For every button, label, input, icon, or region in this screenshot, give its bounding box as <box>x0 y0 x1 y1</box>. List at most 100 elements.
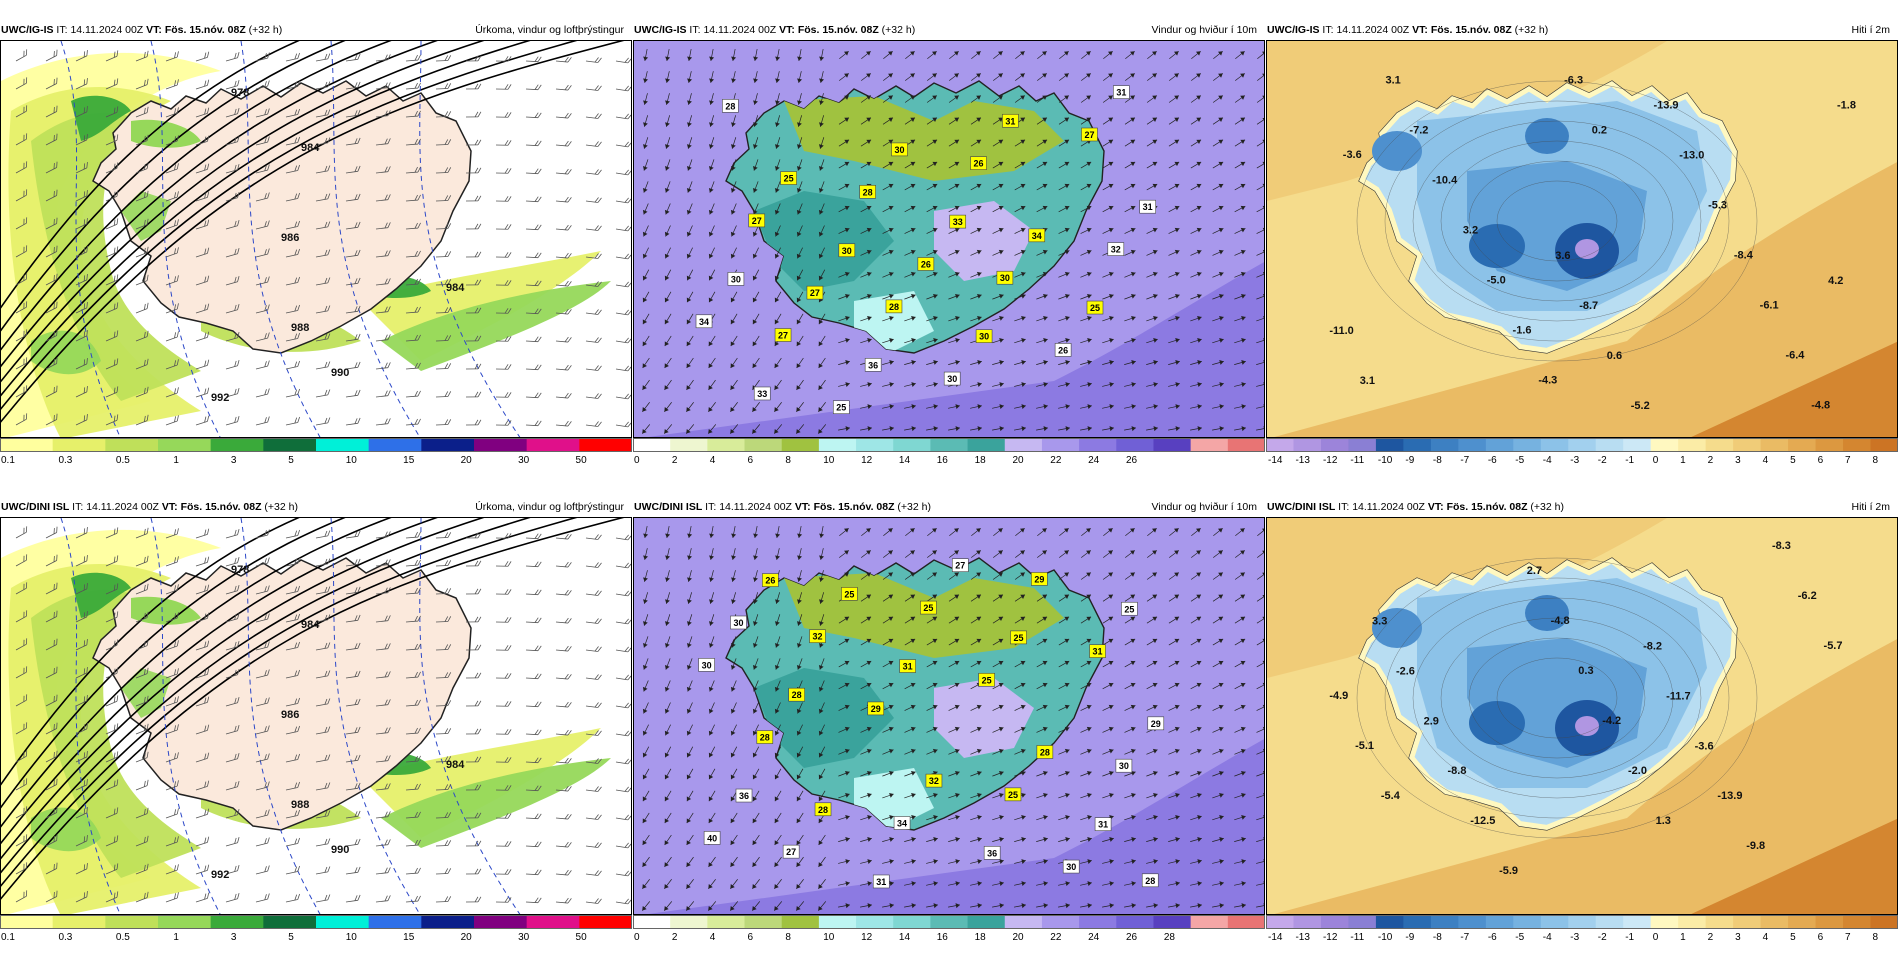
colorbar-tick: -5 <box>1515 455 1524 466</box>
colorbar-tick: 26 <box>1126 932 1138 943</box>
colorbar-tick: -13 <box>1295 932 1310 943</box>
colorbar-tick: -6 <box>1488 455 1497 466</box>
gust-badge: 30 <box>997 271 1013 284</box>
colorbar-tick: 5 <box>1790 455 1796 466</box>
gust-value: 34 <box>897 819 907 829</box>
colorbar-tick: 5 <box>288 455 294 466</box>
colorbar-tick: 2 <box>1708 932 1714 943</box>
gust-value: 25 <box>1014 633 1024 643</box>
gust-badge: 26 <box>1055 343 1071 356</box>
gust-value: 28 <box>889 302 899 312</box>
forecast-panel-dini-precip: UWC/DINI ISL IT: 14.11.2024 00Z VT: Fös.… <box>0 497 632 962</box>
colorbar-swatch <box>527 438 580 452</box>
gust-value: 30 <box>1066 862 1076 872</box>
gust-value: 25 <box>1008 790 1018 800</box>
init-time: 14.11.2024 00Z <box>70 24 143 36</box>
colorbar-tick: 26 <box>1126 455 1138 466</box>
colorbar-tick: 3 <box>231 932 237 943</box>
lead-time: (+32 h) <box>1515 24 1549 36</box>
colorbar-swatch <box>474 915 527 929</box>
gust-badge: 31 <box>1002 114 1018 127</box>
colorbar-tick: 8 <box>1873 932 1879 943</box>
gust-value: 33 <box>953 217 963 227</box>
colorbar-tick: 4 <box>710 932 716 943</box>
gust-value: 28 <box>818 805 828 815</box>
temp-label: -13.9 <box>1717 790 1742 802</box>
colorbar-tick: 20 <box>461 455 473 466</box>
temp-label: -5.0 <box>1487 275 1506 287</box>
init-time: 14.11.2024 00Z <box>1336 24 1409 36</box>
temp-label: -6.2 <box>1798 590 1817 602</box>
colorbar-swatch <box>1706 915 1734 929</box>
colorbar-tick: 10 <box>346 932 358 943</box>
gust-value: 29 <box>1151 719 1161 729</box>
it-label: IT: <box>1322 24 1333 36</box>
gust-value: 31 <box>903 662 913 672</box>
colorbar-tick: -4 <box>1543 455 1552 466</box>
gust-value: 28 <box>1145 876 1155 886</box>
gust-value: 25 <box>1124 604 1134 614</box>
panel-title: Úrkoma, vindur og loftþrýstingur <box>475 20 624 40</box>
temp-label: -11.0 <box>1329 325 1353 337</box>
gust-badge: 31 <box>900 660 916 673</box>
temp-label: 3.1 <box>1385 75 1400 87</box>
gust-value: 28 <box>863 187 873 197</box>
colorbar-swatch <box>1005 438 1043 452</box>
colorbar-tick: -11 <box>1350 455 1364 466</box>
gust-badge: 34 <box>1029 229 1045 242</box>
run-info: UWC/IG-IS IT: 14.11.2024 00Z VT: Fös. 15… <box>1 20 282 40</box>
panel-title: Vindur og hviður í 10m <box>1152 497 1257 517</box>
colorbar-swatch <box>1293 915 1321 929</box>
colorbar-tick: -9 <box>1405 932 1414 943</box>
colorbar-tick: 5 <box>1790 932 1796 943</box>
colorbar-tick: -7 <box>1460 455 1469 466</box>
temp-label: -2.6 <box>1396 665 1415 677</box>
gust-badge: 31 <box>1095 818 1111 831</box>
pressure-label: 986 <box>281 709 299 721</box>
colorbar-tick: -4 <box>1543 932 1552 943</box>
colorbar-swatch <box>263 915 316 929</box>
colorbar-swatch <box>527 915 580 929</box>
gust-value: 31 <box>1116 88 1126 98</box>
colorbar-swatch <box>263 438 316 452</box>
colorbar-swatch <box>1348 438 1376 452</box>
colorbar-swatch <box>0 915 53 929</box>
temp-label: -8.3 <box>1772 540 1791 552</box>
colorbar-tick: 3 <box>1735 455 1741 466</box>
temp-label: -7.2 <box>1409 125 1428 137</box>
model-name: UWC/IG-IS <box>634 24 687 36</box>
colorbar-swatch <box>1486 438 1514 452</box>
colorbar-swatch <box>316 438 369 452</box>
colorbar-swatch <box>1293 438 1321 452</box>
colorbar-swatch <box>105 915 158 929</box>
colorbar-tick: 8 <box>1873 455 1879 466</box>
colorbar-swatch <box>893 915 931 929</box>
colorbar-swatch <box>1376 438 1404 452</box>
temp-label: -4.2 <box>1602 715 1621 727</box>
temp-label: -8.7 <box>1579 300 1598 312</box>
temp-label: -4.8 <box>1811 399 1830 411</box>
gust-value: 29 <box>1034 574 1044 584</box>
temp-label: -2.0 <box>1628 765 1647 777</box>
colorbar-swatch <box>1348 915 1376 929</box>
colorbar-tick: -11 <box>1350 932 1364 943</box>
colorbar-swatch <box>1816 438 1844 452</box>
colorbar-tick: -3 <box>1570 932 1579 943</box>
colorbar-swatch <box>1871 438 1898 452</box>
model-name: UWC/DINI ISL <box>1 501 69 513</box>
colorbar-swatch <box>1871 915 1898 929</box>
colorbar-tick: -8 <box>1433 455 1442 466</box>
colorbar-tick: 16 <box>937 455 949 466</box>
gust-badge: 31 <box>1140 200 1156 213</box>
map-svg: -3.60.2-1.8-6.3-4.8-4.3-6.4-1.6-6.1-5.0-… <box>1267 41 1898 438</box>
colorbar-tick: 18 <box>975 455 987 466</box>
colorbar-tick: 20 <box>1012 932 1024 943</box>
colorbar-tick: 0 <box>634 455 640 466</box>
gust-value: 32 <box>812 632 822 642</box>
temp-label: 3.6 <box>1555 250 1570 262</box>
